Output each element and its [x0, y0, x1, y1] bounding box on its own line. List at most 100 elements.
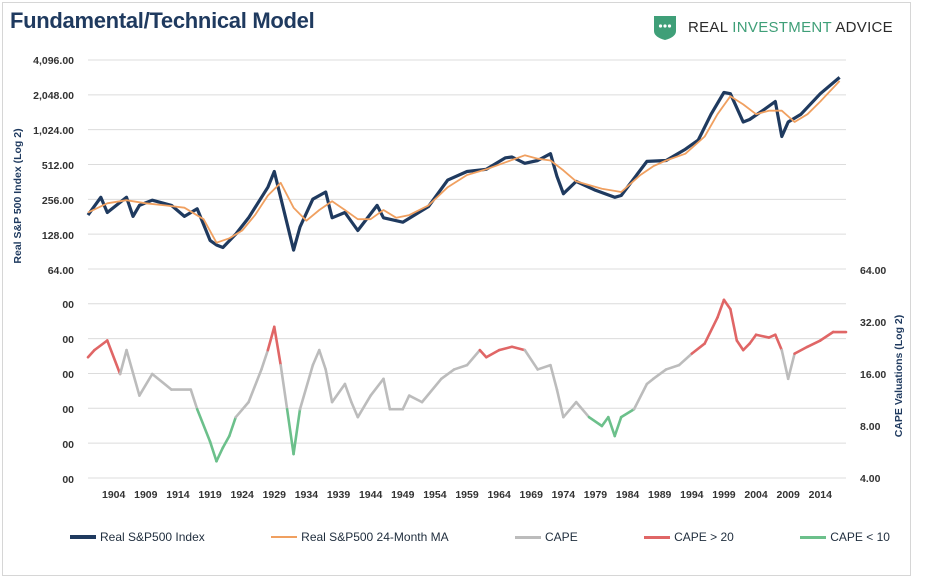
x-tick: 1984: [616, 489, 640, 501]
cape-segment: [343, 382, 353, 404]
cape-segment: [247, 368, 263, 404]
cape-segment: [786, 352, 796, 381]
cape-high-segment: [105, 339, 122, 376]
cape-segment: [350, 400, 360, 419]
cape-segment: [324, 368, 334, 404]
x-tick: 1999: [712, 489, 736, 501]
x-tick: 1989: [648, 489, 672, 501]
legend-swatch: [515, 535, 542, 539]
y-tick-right: 16.00: [860, 369, 886, 381]
cape-high-segment: [497, 345, 514, 352]
x-tick: 1944: [359, 489, 383, 501]
legend-label: CAPE: [545, 530, 578, 544]
sp500-ma-line: [87, 80, 841, 244]
axes: 4,096.00 2,048.00 1,024.00 512.00 256.00 128.…: [12, 55, 905, 501]
x-tick: 1964: [487, 489, 511, 501]
cape-segment: [465, 348, 482, 367]
y-tick-left-lower: 00: [62, 474, 74, 486]
cape-low-segment: [600, 415, 610, 428]
legend-label: Real S&P500 Index: [100, 530, 205, 544]
cape-segment: [536, 363, 552, 371]
y-tick-left-lower: 00: [62, 334, 74, 346]
y-tick-left-lower: 00: [62, 299, 74, 311]
cape-segment: [555, 388, 565, 419]
y-tick-right: 32.00: [860, 317, 886, 329]
cape-low-segment: [228, 415, 238, 438]
y-axis-title-left: Real S&P 500 Index (Log 2): [12, 128, 24, 263]
cape-segment: [311, 348, 321, 367]
cape-high-segment: [748, 333, 758, 345]
cape-high-segment: [754, 333, 771, 339]
cape-segment: [189, 388, 199, 411]
y-tick-left: 256.00: [42, 195, 74, 207]
cape-high-segment: [703, 316, 719, 345]
cape-segment: [651, 368, 668, 381]
cape-high-segment: [722, 298, 732, 311]
cape-segment: [677, 352, 694, 367]
cape-high-segment: [806, 339, 822, 349]
brand-name: REAL INVESTMENT ADVICE: [688, 18, 893, 36]
cape-low-segment: [587, 415, 604, 428]
x-tick: 1929: [263, 489, 287, 501]
cape-low-segment: [619, 407, 636, 419]
cape-segment: [420, 377, 443, 404]
cape-high-segment: [793, 345, 809, 355]
cape-segment: [138, 372, 154, 397]
legend-item: CAPE < 10: [800, 530, 890, 544]
x-tick: 1934: [295, 489, 319, 501]
cape-segment: [632, 382, 649, 411]
y-tick-left-lower: 00: [62, 404, 74, 416]
cape-segment: [574, 400, 591, 419]
cape-segment: [125, 348, 141, 397]
cape-low-segment: [613, 415, 623, 438]
legend-swatch: [800, 535, 827, 539]
legend-item: CAPE: [515, 530, 578, 544]
y-tick-left-lower: 00: [62, 369, 74, 381]
cape-segment: [382, 377, 392, 411]
legend-swatch: [70, 535, 96, 539]
cape-segment: [330, 382, 347, 404]
x-tick: 1904: [102, 489, 126, 501]
legend-item: CAPE > 20: [644, 530, 734, 544]
x-tick: 1949: [391, 489, 415, 501]
cape-low-segment: [215, 446, 225, 463]
cape-segment: [298, 363, 315, 411]
y-tick-right: 4.00: [860, 473, 881, 485]
x-tick: 1919: [198, 489, 222, 501]
cape-segment: [317, 348, 327, 371]
cape-high-segment: [741, 342, 751, 352]
cape-high-segment: [93, 339, 109, 352]
cape-low-segment: [292, 407, 302, 456]
x-tick: 1994: [680, 489, 704, 501]
y-tick-left: 512.00: [42, 160, 74, 172]
cape-high-segment: [735, 339, 745, 352]
x-tick: 1959: [455, 489, 479, 501]
legend: Real S&P500 Index Real S&P500 24-Month MA…: [70, 528, 890, 546]
cape-high-segment: [510, 345, 527, 352]
y-tick-left: 2,048.00: [33, 90, 74, 102]
cape-segment: [260, 348, 270, 371]
cape-segment: [150, 372, 173, 391]
x-tick: 1954: [423, 489, 447, 501]
cape-low-segment: [208, 440, 218, 463]
cape-low-segment: [221, 434, 231, 449]
sp500-index-line: [86, 76, 841, 252]
cape-segment: [549, 363, 559, 391]
x-tick: 1909: [134, 489, 158, 501]
cape-high-segment: [774, 333, 784, 352]
legend-label: Real S&P500 24-Month MA: [301, 530, 449, 544]
x-tick: 1979: [584, 489, 608, 501]
cape-segment: [356, 394, 372, 419]
cape-low-segment: [195, 407, 212, 443]
cape-high-segment: [690, 342, 706, 355]
cape-high-segment: [716, 298, 726, 319]
cape-high-segment: [484, 348, 501, 359]
cape-high-segment: [86, 348, 96, 359]
legend-swatch: [644, 535, 671, 539]
brand-logo: REAL INVESTMENT ADVICE: [652, 12, 893, 42]
legend-label: CAPE < 10: [830, 530, 890, 544]
x-tick: 1939: [327, 489, 351, 501]
y-tick-left: 128.00: [42, 230, 74, 242]
legend-item: Real S&P500 24-Month MA: [271, 530, 449, 544]
cape-segment: [407, 394, 424, 404]
